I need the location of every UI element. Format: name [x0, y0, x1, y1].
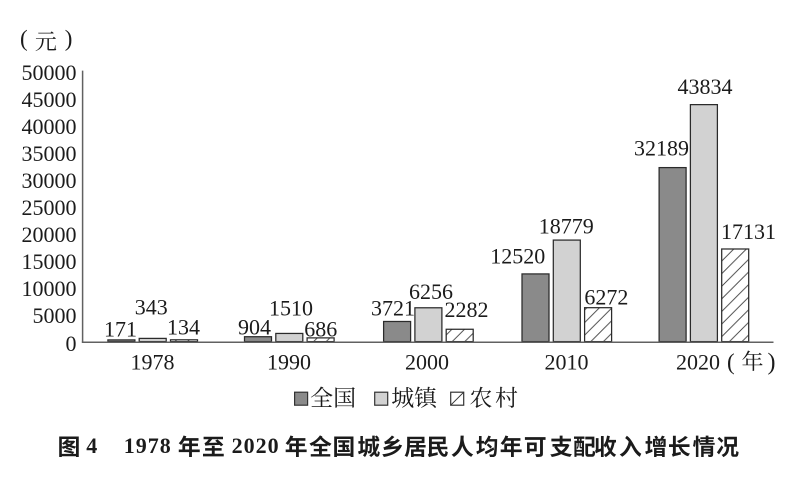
svg-text:12520: 12520 — [490, 244, 545, 269]
svg-text:686: 686 — [304, 317, 337, 342]
svg-text:2020: 2020 — [232, 433, 280, 458]
svg-text:134: 134 — [167, 314, 200, 339]
svg-text:): ) — [65, 26, 73, 51]
svg-text:(: ( — [727, 349, 735, 374]
svg-text:18779: 18779 — [539, 214, 594, 239]
svg-text:): ) — [768, 349, 776, 375]
svg-text:904: 904 — [238, 314, 271, 339]
svg-text:1990: 1990 — [267, 349, 311, 374]
svg-text:1510: 1510 — [269, 296, 313, 321]
svg-text:17131: 17131 — [721, 219, 776, 244]
svg-text:1978: 1978 — [124, 433, 172, 458]
svg-text:(: ( — [20, 26, 28, 51]
svg-text:171: 171 — [104, 316, 137, 341]
svg-text:15000: 15000 — [22, 249, 77, 274]
svg-text:2010: 2010 — [545, 349, 589, 374]
svg-text:5000: 5000 — [33, 303, 77, 328]
svg-text:50000: 50000 — [22, 60, 77, 85]
svg-text:2282: 2282 — [445, 297, 489, 322]
svg-text:343: 343 — [135, 295, 168, 320]
svg-text:6272: 6272 — [584, 285, 628, 310]
svg-text:43834: 43834 — [678, 74, 733, 99]
svg-text:10000: 10000 — [22, 276, 77, 301]
svg-text:32189: 32189 — [634, 136, 689, 161]
svg-text:35000: 35000 — [22, 141, 77, 166]
svg-text:6256: 6256 — [409, 279, 453, 304]
svg-text:2020: 2020 — [676, 349, 720, 374]
svg-text:3721: 3721 — [371, 296, 415, 321]
svg-text:0: 0 — [66, 331, 77, 356]
svg-text:45000: 45000 — [22, 87, 77, 112]
svg-text:2000: 2000 — [405, 349, 449, 374]
svg-text:25000: 25000 — [22, 195, 77, 220]
svg-text:30000: 30000 — [22, 168, 77, 193]
svg-text:4: 4 — [86, 433, 97, 458]
svg-text:20000: 20000 — [22, 222, 77, 247]
svg-text:40000: 40000 — [22, 114, 77, 139]
svg-text:1978: 1978 — [131, 349, 175, 374]
